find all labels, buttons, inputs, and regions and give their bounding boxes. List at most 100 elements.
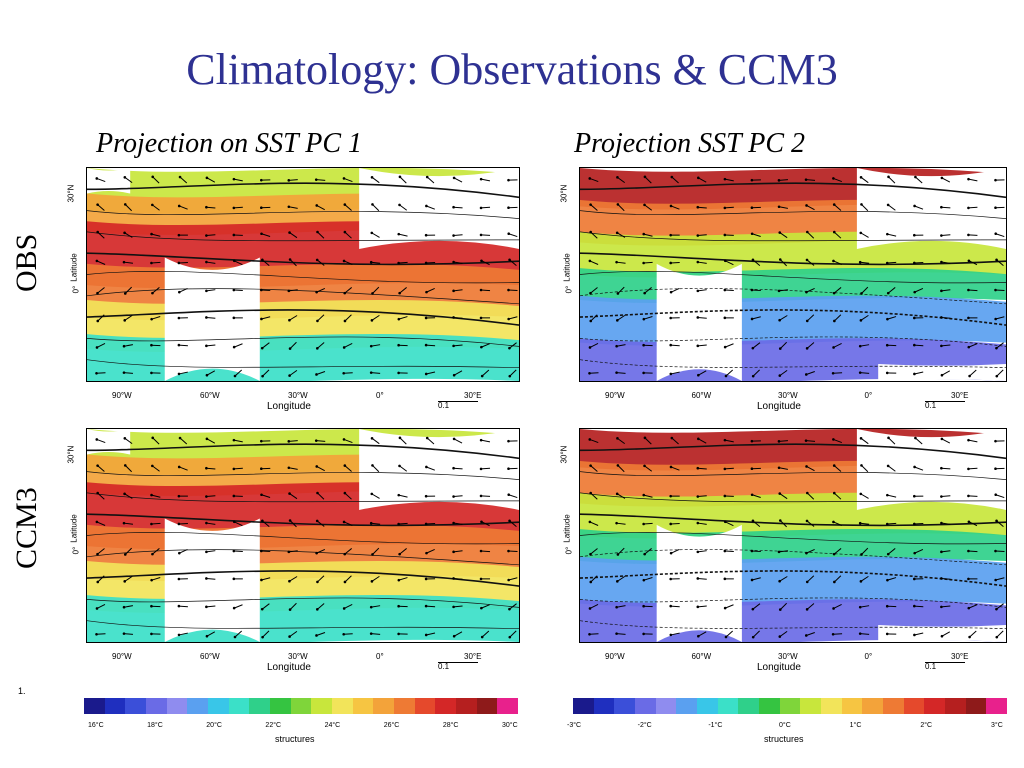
reference-vector-label: 0.1 <box>438 662 450 671</box>
colorbar-tick-label: 20°C <box>206 722 222 729</box>
land-mask <box>87 168 131 194</box>
wind-vector <box>152 548 160 555</box>
wind-vector-head <box>205 495 208 498</box>
wind-vector <box>316 548 326 554</box>
wind-vector-head <box>805 551 808 555</box>
wind-vector-head <box>615 344 618 348</box>
wind-vector <box>96 372 106 374</box>
wind-vector-head <box>96 319 100 323</box>
wind-vector-head <box>669 290 673 294</box>
wind-vector-head <box>123 464 127 467</box>
wind-vector-head <box>669 372 673 376</box>
reference-vector-label: 0.1 <box>438 401 450 410</box>
wind-vector <box>96 260 106 265</box>
reference-vector-arrow <box>438 401 478 402</box>
wind-vector-head <box>316 230 319 234</box>
wind-vector-head <box>260 346 264 350</box>
wind-vector-head <box>642 632 645 636</box>
wind-vector-head <box>670 175 674 179</box>
contour-line <box>580 549 1006 566</box>
wind-vector-head <box>96 552 99 556</box>
wind-vector-head <box>342 520 346 524</box>
wind-vector-head <box>778 519 782 522</box>
wind-vector <box>751 289 761 292</box>
wind-vector <box>509 259 517 266</box>
wind-vector-head <box>371 553 374 556</box>
wind-vector <box>778 440 788 442</box>
wind-vector <box>97 314 105 322</box>
wind-vector <box>317 492 325 500</box>
wind-vector <box>643 261 653 264</box>
wind-vector-head <box>616 319 619 322</box>
wind-vector <box>481 260 490 266</box>
wind-vector-head <box>940 605 943 609</box>
map-plot-ccm3-pc2 <box>580 429 1006 642</box>
wind-vector-head <box>370 437 374 440</box>
colorbar-swatch <box>821 698 842 714</box>
wind-vector <box>724 343 734 348</box>
wind-vector-head <box>994 288 997 292</box>
wind-vector-head <box>232 467 236 471</box>
wind-vector-head <box>480 520 483 524</box>
contour-line <box>87 359 519 369</box>
wind-vector <box>697 605 707 608</box>
contour-line <box>87 620 519 630</box>
wind-vector-head <box>913 343 916 347</box>
wind-vector-head <box>913 316 916 320</box>
wind-vector <box>887 233 897 237</box>
contour-line <box>580 492 1006 503</box>
wind-vector-head <box>343 491 347 495</box>
contour-line <box>87 549 519 566</box>
wind-vector <box>317 575 325 583</box>
colorbar-tick-label: 16°C <box>88 722 104 729</box>
wind-vector-head <box>967 494 970 498</box>
wind-vector-head <box>398 464 401 468</box>
wind-vector <box>233 178 243 182</box>
wind-vector-head <box>967 316 970 320</box>
lon-tick: 90°W <box>605 652 625 661</box>
wind-vector-head <box>287 205 291 209</box>
colorbar-tick-label: -2°C <box>637 722 652 729</box>
wind-vector <box>371 232 380 238</box>
wind-vector <box>697 467 707 470</box>
wind-vector <box>289 630 298 638</box>
wind-vector-head <box>967 206 970 210</box>
wind-vector-head <box>967 177 970 181</box>
wind-vector <box>508 494 518 499</box>
wind-vector-head <box>860 464 863 467</box>
wind-vector-head <box>479 438 483 442</box>
wind-vector-head <box>315 551 318 555</box>
wind-vector <box>399 465 408 472</box>
wind-vector <box>670 205 680 210</box>
wind-vector-head <box>261 374 264 378</box>
wind-vector <box>426 205 435 210</box>
wind-vector-head <box>232 494 236 498</box>
wind-vector <box>398 316 408 320</box>
colorbar-swatch <box>166 698 188 714</box>
wind-vector-head <box>723 577 727 581</box>
wind-vector-head <box>886 552 890 556</box>
wind-vector <box>887 465 896 472</box>
wind-vector-head <box>452 577 455 580</box>
wind-vector <box>508 316 518 320</box>
colorbar-tick-label: 0°C <box>779 722 791 729</box>
wind-vector <box>426 176 435 184</box>
wind-vector-head <box>832 230 836 234</box>
wind-vector <box>833 342 842 348</box>
wind-vector-head <box>750 178 754 182</box>
contour-line <box>87 231 519 242</box>
wind-vector <box>887 261 897 264</box>
wind-vector <box>724 550 734 553</box>
wind-vector <box>206 206 216 209</box>
wind-vector <box>860 232 869 238</box>
wind-vector <box>124 314 133 321</box>
wind-vector <box>751 494 761 499</box>
wind-vector <box>698 177 707 183</box>
wind-vector-head <box>425 290 428 294</box>
wind-vector <box>806 314 815 322</box>
wind-vector <box>453 605 463 608</box>
colorbar-swatch <box>945 698 966 714</box>
wind-vector-head <box>151 203 154 207</box>
wind-vector-head <box>369 605 373 609</box>
wind-vector-head <box>150 632 153 636</box>
